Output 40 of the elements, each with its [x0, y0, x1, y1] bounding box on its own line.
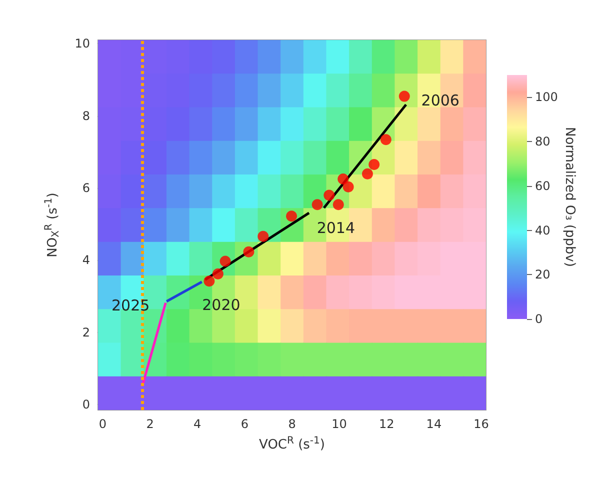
- y-tick-label: 4: [82, 253, 90, 268]
- y-tick-label: 2: [82, 325, 90, 340]
- point: [212, 268, 224, 280]
- point: [362, 168, 373, 180]
- point: [243, 246, 254, 258]
- annotation: 2020: [202, 296, 240, 314]
- annotation: 2014: [316, 218, 356, 237]
- point: [368, 159, 380, 170]
- x-tick-label: 10: [332, 417, 347, 431]
- point: [258, 230, 269, 242]
- y-tick-label: 8: [82, 108, 90, 123]
- point: [332, 199, 344, 210]
- point: [204, 276, 215, 287]
- color-bar-title: Normalized O₃ (ppbv): [562, 126, 577, 268]
- x-tick-label: 0: [98, 417, 107, 431]
- x-tick-label: 16: [474, 417, 489, 431]
- color-bar-label: 40: [535, 223, 550, 238]
- color-bar-label: 80: [535, 134, 550, 149]
- x-tick-label: 6: [240, 417, 249, 431]
- point: [338, 173, 349, 184]
- color-bar-label: 0: [535, 312, 543, 326]
- y-tick-label: 10: [74, 36, 90, 51]
- point: [324, 190, 335, 201]
- x-tick-label: 12: [378, 417, 394, 431]
- point: [312, 199, 323, 210]
- color-bar-label: 100: [535, 90, 558, 104]
- annotation: 2006: [421, 91, 460, 110]
- point: [286, 210, 298, 222]
- point: [380, 134, 392, 146]
- color-bar-label: 20: [535, 268, 550, 282]
- y-tick-label: 0: [82, 398, 90, 412]
- x-tick-label: 2: [146, 417, 154, 431]
- x-tick-label: 8: [288, 417, 296, 431]
- color-bar-label: 60: [535, 178, 550, 193]
- x-tick-label: 4: [194, 417, 202, 431]
- annotation: 2025: [112, 296, 150, 314]
- point: [342, 181, 354, 192]
- x-tick-label: 14: [426, 417, 442, 431]
- y-axis-title: NOXR (s-1): [44, 192, 62, 258]
- y-tick-label: 6: [82, 181, 90, 195]
